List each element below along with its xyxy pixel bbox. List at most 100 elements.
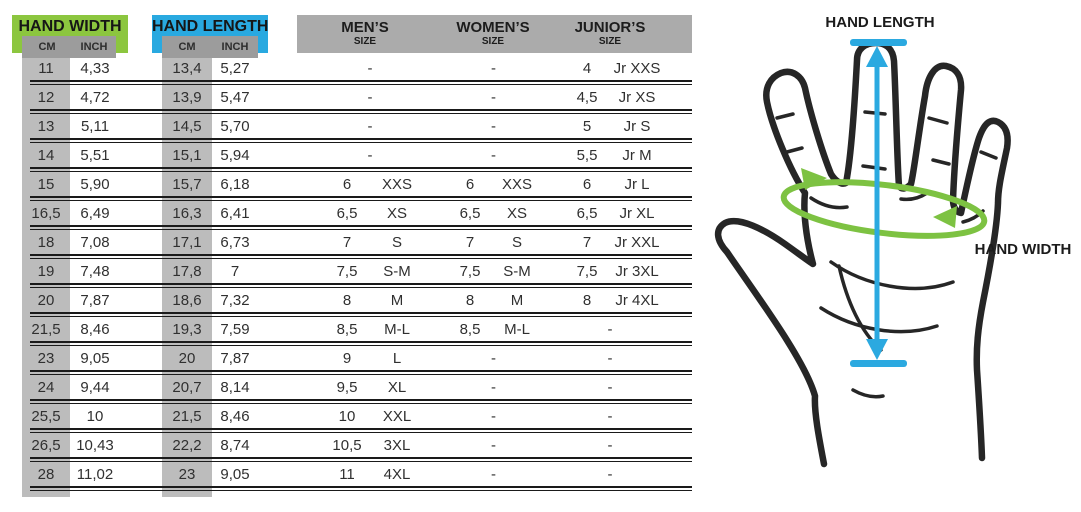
table-row: 28 11,02 23 9,05 11 4XL - - xyxy=(10,461,695,491)
cell-womens-size-empty: - xyxy=(491,89,496,106)
cell-hand_length_inch: 5,27 xyxy=(220,60,250,77)
cell-hand_width_inch: 7,48 xyxy=(80,263,110,280)
row-separator xyxy=(30,254,692,259)
cell-hand_length_inch: 9,05 xyxy=(220,466,250,483)
cell-womens-size-num: 7 xyxy=(465,234,475,251)
table-row: 18 7,08 17,1 6,73 7 S 7 S 7 Jr XXL xyxy=(10,229,695,259)
cell-mens-size-empty: - xyxy=(367,147,373,164)
row-separator xyxy=(30,341,692,346)
cell-juniors-size-label: Jr 4XL xyxy=(615,292,659,309)
table-row: 15 5,90 15,7 6,18 6 XXS 6 XXS 6 Jr L xyxy=(10,171,695,201)
cell-hand_width_cm: 18 xyxy=(37,234,55,251)
cell-mens-size-empty: - xyxy=(367,60,373,77)
cell-juniors-size-label: Jr XXS xyxy=(613,60,661,77)
row-separator xyxy=(30,428,692,433)
cell-hand_width_inch: 7,87 xyxy=(80,292,110,309)
table-row: 21,5 8,46 19,3 7,59 8,5 M-L 8,5 M-L - xyxy=(10,316,695,346)
table-row: 24 9,44 20,7 8,14 9,5 XL - - xyxy=(10,374,695,404)
cell-juniors-size-num: 5,5 xyxy=(576,147,598,164)
table-row: 25,5 10 21,5 8,46 10 XXL - - xyxy=(10,403,695,433)
row-separator xyxy=(30,109,692,114)
cell-juniors-size-label: Jr S xyxy=(623,118,651,135)
row-separator xyxy=(30,486,692,491)
cell-juniors-size-empty: - xyxy=(607,408,613,425)
cell-mens-size-empty: - xyxy=(367,118,373,135)
table-row: 19 7,48 17,8 7 7,5 S-M 7,5 S-M 7,5 Jr 3XL xyxy=(10,258,695,288)
cell-hand_width_inch: 11,02 xyxy=(76,466,114,483)
hand-length-title: HAND LENGTH xyxy=(152,18,269,35)
cell-mens-size-num: 7,5 xyxy=(336,263,358,280)
cell-hand_length_inch: 7,87 xyxy=(220,350,250,367)
cell-hand_width_cm: 25,5 xyxy=(31,408,61,425)
cell-hand_width_inch: 6,49 xyxy=(80,205,110,222)
cell-hand_length_cm: 22,2 xyxy=(172,437,202,454)
cell-mens-size-label: XXS xyxy=(381,176,412,193)
cell-mens-size-num: 10,5 xyxy=(332,437,362,454)
hand-width-inch-label: INCH xyxy=(80,41,108,53)
cell-hand_length_cm: 15,1 xyxy=(172,147,202,164)
cell-womens-size-num: 6,5 xyxy=(459,205,481,222)
cell-juniors-size-empty: - xyxy=(607,466,613,483)
row-separator xyxy=(30,399,692,404)
cell-hand_length_inch: 5,70 xyxy=(220,118,250,135)
cell-juniors-size-label: Jr XS xyxy=(618,89,656,106)
cell-hand_length_cm: 16,3 xyxy=(172,205,202,222)
hand-length-units-bar: CM INCH xyxy=(162,36,258,58)
cell-juniors-size-empty: - xyxy=(607,379,613,396)
cell-juniors-size-empty: - xyxy=(607,437,613,454)
cell-hand_width_inch: 5,90 xyxy=(80,176,110,193)
cell-womens-size-empty: - xyxy=(491,350,496,367)
cell-juniors-size-label: Jr XL xyxy=(619,205,655,222)
cell-womens-size-empty: - xyxy=(491,379,496,396)
cell-hand_width_cm: 14 xyxy=(37,147,55,164)
juniors-title: JUNIOR’S xyxy=(574,19,646,36)
cell-mens-size-label: M xyxy=(390,292,404,309)
cell-mens-size-label: XXL xyxy=(382,408,412,425)
cell-hand_width_inch: 5,51 xyxy=(80,147,110,164)
cell-hand_length_cm: 14,5 xyxy=(172,118,202,135)
row-separator xyxy=(30,196,692,201)
cell-hand_length_cm: 13,9 xyxy=(172,89,202,106)
table-row: 11 4,33 13,4 5,27 - - 4 Jr XXS xyxy=(10,55,695,85)
table-row: 16,5 6,49 16,3 6,41 6,5 XS 6,5 XS 6,5 Jr XL xyxy=(10,200,695,230)
cell-womens-size-label: M xyxy=(510,292,524,309)
cell-hand_width_inch: 10 xyxy=(86,408,104,425)
juniors-subtitle: SIZE xyxy=(598,36,622,47)
cell-juniors-size-label: Jr L xyxy=(624,176,650,193)
cell-hand_width_inch: 4,33 xyxy=(80,60,110,77)
cell-hand_width_inch: 7,08 xyxy=(80,234,110,251)
cell-hand_width_inch: 9,05 xyxy=(80,350,110,367)
cell-womens-size-empty: - xyxy=(491,147,496,164)
cell-hand_width_cm: 23 xyxy=(37,350,55,367)
cell-womens-size-num: 6 xyxy=(465,176,475,193)
cell-womens-size-label: XS xyxy=(506,205,527,222)
cell-hand_length_cm: 18,6 xyxy=(172,292,202,309)
table-row: 13 5,11 14,5 5,70 - - 5 Jr S xyxy=(10,113,695,143)
cell-hand_length_inch: 7,32 xyxy=(220,292,250,309)
cell-hand_length_inch: 6,41 xyxy=(220,205,250,222)
cell-hand_length_cm: 20,7 xyxy=(172,379,202,396)
cell-hand_length_cm: 13,4 xyxy=(172,60,202,77)
cell-mens-size-num: 9 xyxy=(342,350,352,367)
cell-mens-size-label: S-M xyxy=(383,263,411,280)
hand-width-cm-column-stripe xyxy=(22,40,70,497)
cell-hand_width_cm: 20 xyxy=(37,292,55,309)
cell-womens-size-label: XXS xyxy=(501,176,532,193)
cell-juniors-size-label: Jr 3XL xyxy=(615,263,659,280)
sizes-header: MEN’S SIZE WOMEN’S SIZE JUNIOR’S SIZE xyxy=(297,15,692,53)
cell-hand_width_inch: 4,72 xyxy=(80,89,110,106)
mens-subtitle: SIZE xyxy=(353,36,377,47)
cell-hand_width_inch: 8,46 xyxy=(80,321,110,338)
cell-hand_length_inch: 6,73 xyxy=(220,234,250,251)
hand-length-annotation: HAND LENGTH xyxy=(825,14,935,31)
cell-mens-size-label: S xyxy=(391,234,402,251)
cell-womens-size-empty: - xyxy=(491,118,496,135)
row-separator xyxy=(30,283,692,288)
cell-juniors-size-label: Jr M xyxy=(622,147,652,164)
cell-mens-size-num: 8,5 xyxy=(336,321,358,338)
cell-hand_width_cm: 24 xyxy=(37,379,55,396)
cell-mens-size-label: XS xyxy=(386,205,407,222)
table-row: 12 4,72 13,9 5,47 - - 4,5 Jr XS xyxy=(10,84,695,114)
row-separator xyxy=(30,138,692,143)
